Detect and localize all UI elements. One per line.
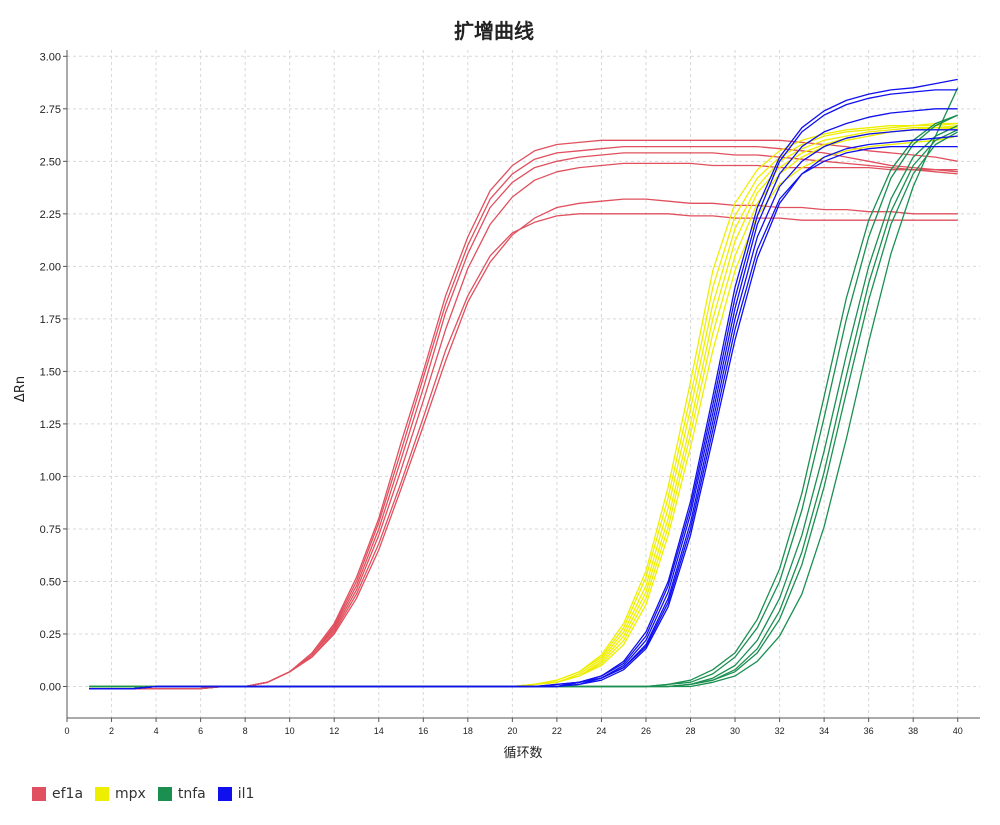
x-tick-label: 8 (243, 726, 248, 736)
x-tick-label: 32 (775, 726, 785, 736)
x-axis-label: 循环数 (503, 746, 542, 761)
y-tick-label: 1.75 (40, 314, 61, 326)
x-tick-label: 20 (507, 726, 517, 736)
x-tick-label: 28 (686, 726, 696, 736)
legend-item-mpx: mpx (95, 786, 146, 802)
y-tick-label: 2.00 (40, 261, 61, 273)
x-tick-label: 30 (730, 726, 740, 736)
x-tick-label: 16 (418, 726, 428, 736)
legend-item-tnfa: tnfa (157, 786, 206, 802)
x-tick-label: 18 (463, 726, 473, 736)
x-tick-label: 4 (154, 726, 159, 736)
x-tick-label: 2 (109, 726, 114, 736)
y-tick-label: 2.75 (40, 104, 61, 116)
x-tick-label: 10 (285, 726, 295, 736)
x-tick-label: 12 (329, 726, 339, 736)
x-tick-label: 14 (374, 726, 384, 736)
x-tick-label: 34 (819, 726, 829, 736)
y-tick-label: 0.75 (40, 524, 61, 536)
x-tick-label: 26 (641, 726, 651, 736)
x-tick-label: 6 (198, 726, 203, 736)
y-tick-label: 3.00 (40, 51, 61, 63)
y-axis-label: ΔRn (13, 376, 28, 402)
y-tick-label: 1.25 (40, 419, 61, 431)
legend-swatch (157, 787, 172, 801)
legend-swatch (217, 787, 232, 801)
legend-item-il1: il1 (217, 786, 255, 802)
y-tick-label: 0.25 (40, 629, 61, 641)
chart-title: 扩增曲线 (454, 19, 534, 43)
legend-label: tnfa (177, 786, 206, 802)
legend-label: il1 (237, 786, 255, 802)
legend-swatch (95, 787, 110, 801)
y-tick-label: 0.50 (40, 576, 61, 588)
x-tick-label: 40 (953, 726, 963, 736)
y-tick-label: 1.50 (40, 366, 61, 378)
y-tick-label: 2.50 (40, 156, 61, 168)
x-tick-label: 0 (64, 726, 69, 736)
series-lines (89, 78, 959, 690)
x-tick-label: 38 (908, 726, 918, 736)
x-tick-label: 24 (596, 726, 606, 736)
x-tick-label: 22 (552, 726, 562, 736)
x-tick-label: 36 (864, 726, 874, 736)
amplification-chart: 扩增曲线 0.00 0.25 0.50 0.75 1.00 1.25 1.50 1.75 2.0… (13, 19, 980, 761)
legend-swatch (32, 787, 46, 801)
y-tick-label: 2.25 (40, 209, 61, 221)
legend-item-ef1a: ef1a (32, 786, 83, 802)
y-tick-label: 1.00 (40, 471, 61, 483)
legend-label: ef1a (52, 786, 84, 802)
axes: 0.00 0.25 0.50 0.75 1.00 1.25 1.50 1.75 2.00 2.25… (40, 50, 980, 736)
series-line-il1 (89, 135, 958, 690)
y-tick-label: 0.00 (40, 681, 61, 693)
legend-label: mpx (115, 786, 146, 802)
legend: ef1a mpx tnfa il1 (32, 786, 254, 802)
